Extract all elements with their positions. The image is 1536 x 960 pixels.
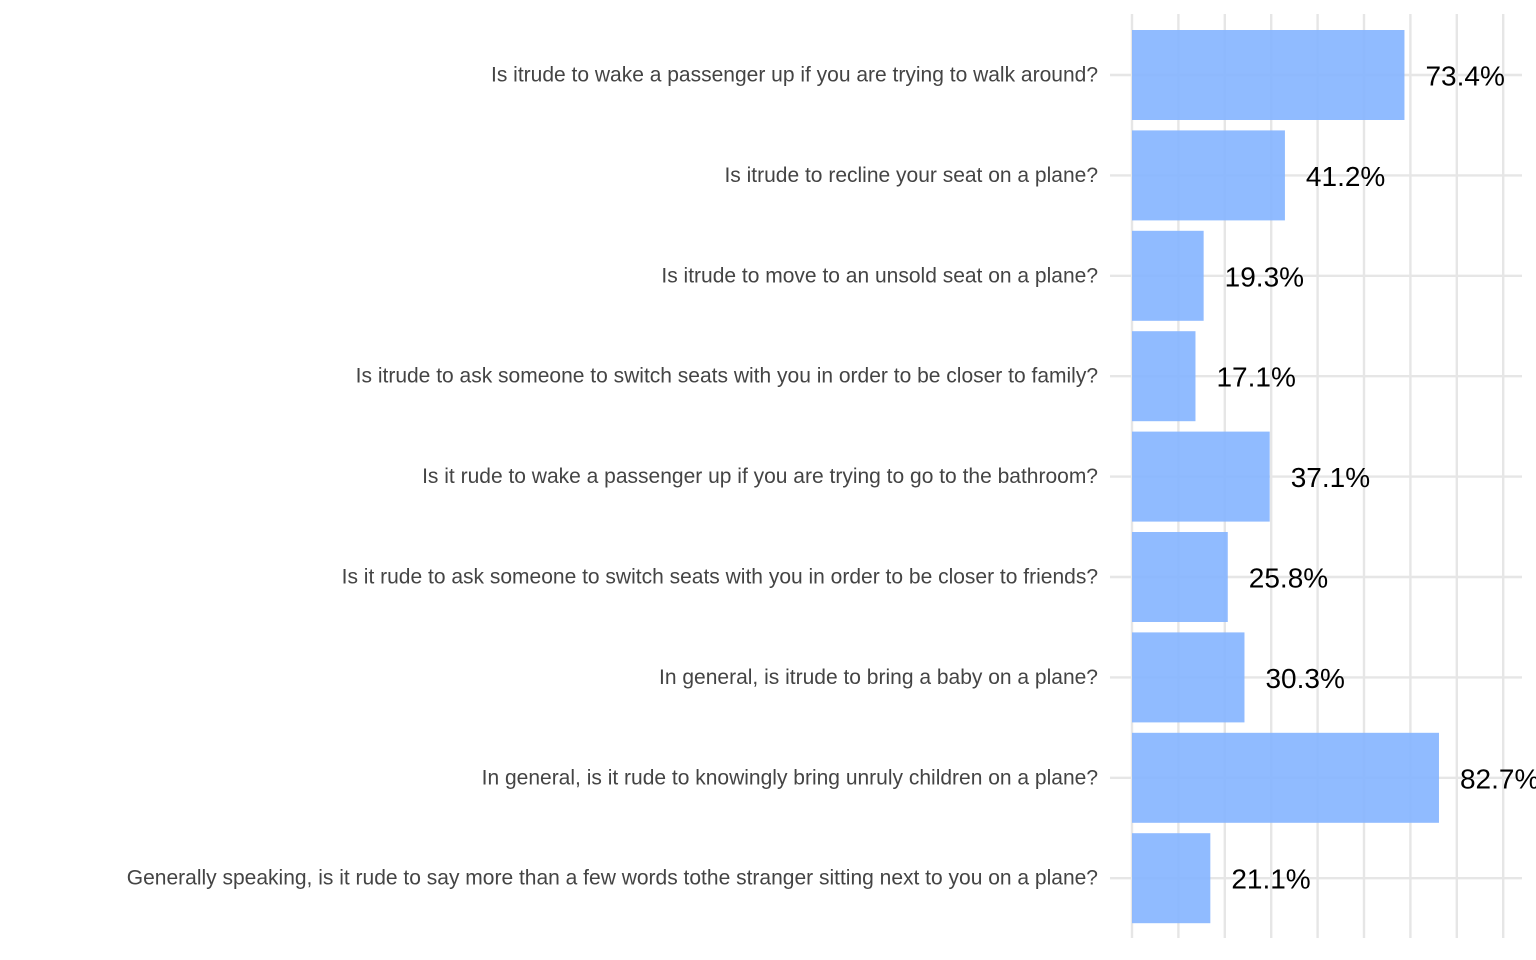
- bar: [1132, 331, 1196, 422]
- value-label: 82.7%: [1460, 763, 1536, 794]
- category-label: Is it rude to ask someone to switch seat…: [342, 566, 1098, 589]
- value-label: 41.2%: [1306, 161, 1385, 192]
- value-label: 25.8%: [1249, 563, 1328, 594]
- value-label: 37.1%: [1291, 462, 1370, 493]
- category-label: Is it rude to wake a passenger up if you…: [422, 465, 1098, 488]
- value-label: 30.3%: [1265, 663, 1344, 694]
- value-label: 17.1%: [1216, 362, 1295, 393]
- category-label-layer: Is itrude to wake a passenger up if you …: [127, 64, 1098, 890]
- category-label: Is itrude to move to an unsold seat on a…: [661, 264, 1098, 287]
- category-label: Generally speaking, is it rude to say mo…: [127, 867, 1098, 890]
- bar-layer: [1132, 30, 1439, 924]
- value-label: 73.4%: [1425, 61, 1504, 92]
- bar: [1132, 30, 1405, 120]
- bar: [1132, 230, 1204, 321]
- value-label: 21.1%: [1231, 864, 1310, 895]
- bar: [1132, 431, 1270, 522]
- bar: [1132, 732, 1439, 823]
- category-label: Is itrude to wake a passenger up if you …: [491, 64, 1098, 87]
- category-label: Is itrude to recline your seat on a plan…: [724, 164, 1098, 187]
- bar: [1132, 833, 1211, 924]
- bar: [1132, 532, 1228, 622]
- category-label: In general, is itrude to bring a baby on…: [659, 666, 1098, 689]
- bar: [1132, 632, 1245, 723]
- value-label: 19.3%: [1225, 261, 1304, 292]
- bar: [1132, 130, 1285, 221]
- category-label: Is itrude to ask someone to switch seats…: [356, 365, 1098, 388]
- value-label-layer: 73.4% 41.2% 19.3% 17.1% 37.1% 25.8% 30.3% 82.7%…: [1216, 61, 1536, 895]
- category-label: In general, is it rude to knowingly brin…: [482, 766, 1098, 789]
